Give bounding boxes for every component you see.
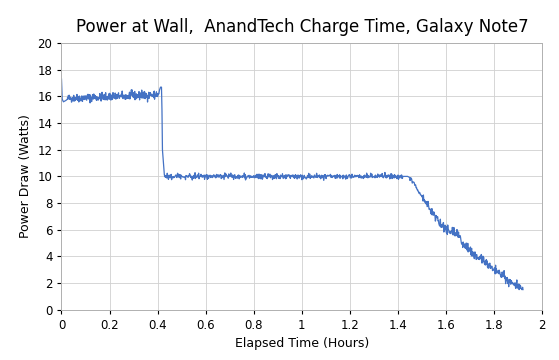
Y-axis label: Power Draw (Watts): Power Draw (Watts)	[19, 114, 32, 238]
X-axis label: Elapsed Time (Hours): Elapsed Time (Hours)	[235, 337, 369, 350]
Title: Power at Wall,  AnandTech Charge Time, Galaxy Note7: Power at Wall, AnandTech Charge Time, Ga…	[75, 18, 528, 36]
